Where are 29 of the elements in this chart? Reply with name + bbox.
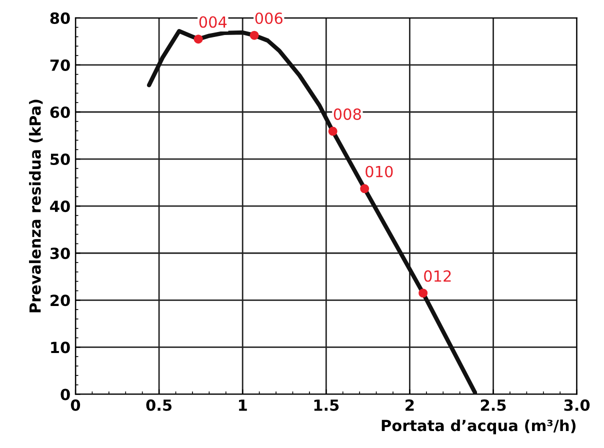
annotation: 010 — [366, 166, 393, 178]
y-tick-label: 30 — [50, 248, 70, 260]
point — [360, 184, 370, 194]
x-tick-label: 1 — [239, 400, 247, 411]
annotation: 012 — [424, 270, 451, 282]
y-tick-label: 80 — [50, 12, 70, 24]
line-series — [146, 29, 477, 394]
x-tick-label: 3.0 — [564, 399, 590, 411]
annotation: 004 — [199, 16, 227, 28]
x-tick-label: 0 — [70, 399, 80, 411]
x-tick-label: 2.5 — [480, 399, 506, 411]
point — [194, 34, 203, 44]
x-axis-title: Portata d’acqua (m³/h) — [382, 419, 576, 434]
annotation: 006 — [255, 12, 283, 24]
y-tick-label: 60 — [50, 106, 70, 118]
point — [250, 30, 259, 40]
y-tick-label: 40 — [50, 200, 70, 212]
point — [328, 126, 338, 136]
x-tick-label: 2 — [406, 399, 414, 411]
point — [418, 288, 428, 298]
x-tick-label: 0.5 — [146, 399, 172, 411]
y-tick-label: 0 — [60, 388, 70, 400]
y-tick-label: 70 — [50, 59, 70, 71]
y-tick-label: 20 — [50, 294, 70, 306]
y-axis-title: Prevalenza residua (kPa) — [29, 100, 43, 312]
y-tick-label: 50 — [50, 154, 70, 166]
y-tick-label: 10 — [51, 342, 70, 354]
annotation: 008 — [334, 108, 361, 120]
x-tick-label: 1.5 — [314, 400, 339, 411]
